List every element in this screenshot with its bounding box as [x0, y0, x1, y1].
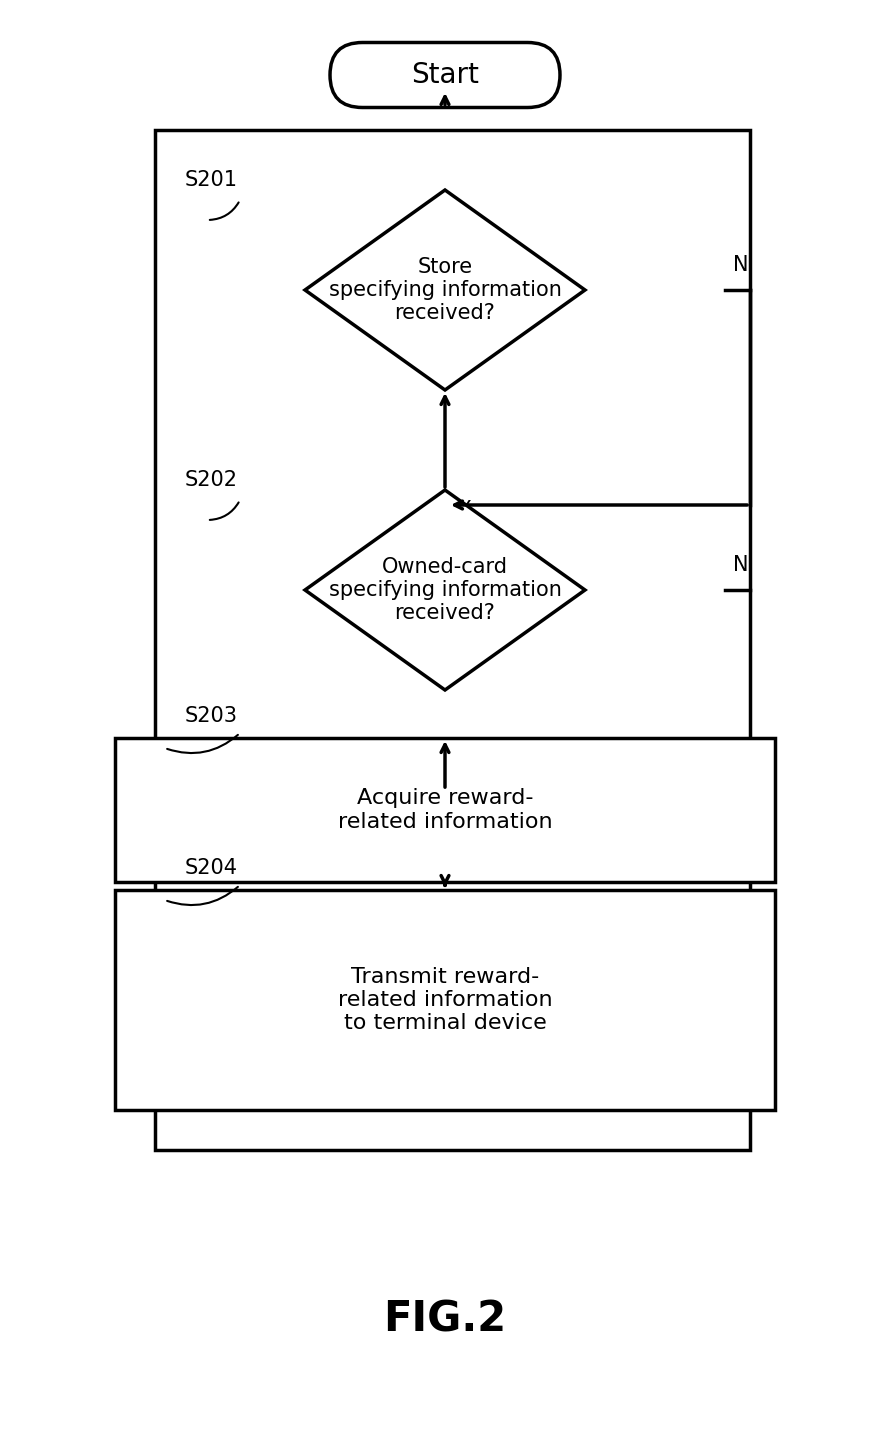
- Text: Start: Start: [411, 61, 479, 90]
- Text: S201: S201: [185, 171, 238, 189]
- Text: Owned-card
specifying information
received?: Owned-card specifying information receiv…: [328, 557, 562, 623]
- Text: S204: S204: [185, 857, 238, 878]
- Text: Acquire reward-
related information: Acquire reward- related information: [337, 788, 553, 831]
- FancyBboxPatch shape: [330, 42, 560, 107]
- Bar: [115, 889, 775, 1111]
- Text: FIG.2: FIG.2: [384, 1299, 506, 1340]
- Polygon shape: [305, 490, 585, 690]
- Bar: [155, 130, 750, 1150]
- Text: N: N: [733, 555, 748, 576]
- Text: Transmit reward-
related information
to terminal device: Transmit reward- related information to …: [337, 967, 553, 1034]
- Text: Y: Y: [457, 800, 470, 820]
- Polygon shape: [305, 189, 585, 390]
- Text: S202: S202: [185, 470, 238, 490]
- Text: S203: S203: [185, 706, 238, 726]
- Text: Y: Y: [457, 500, 470, 521]
- Text: N: N: [733, 254, 748, 275]
- Text: Store
specifying information
received?: Store specifying information received?: [328, 257, 562, 324]
- Bar: [115, 737, 775, 882]
